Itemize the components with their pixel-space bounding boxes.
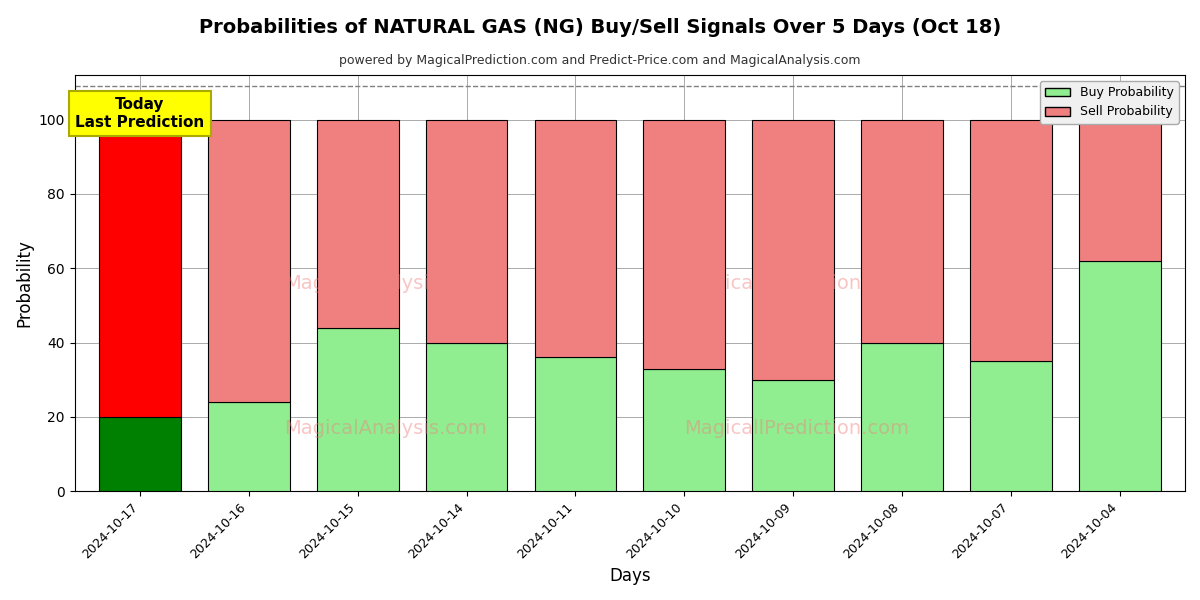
- Text: Probabilities of NATURAL GAS (NG) Buy/Sell Signals Over 5 Days (Oct 18): Probabilities of NATURAL GAS (NG) Buy/Se…: [199, 18, 1001, 37]
- Bar: [426, 343, 508, 491]
- X-axis label: Days: Days: [610, 567, 650, 585]
- Bar: [534, 358, 617, 491]
- Bar: [643, 119, 725, 368]
- Bar: [534, 119, 617, 358]
- Bar: [208, 119, 289, 402]
- Bar: [100, 417, 181, 491]
- Bar: [752, 119, 834, 380]
- Text: powered by MagicalPrediction.com and Predict-Price.com and MagicalAnalysis.com: powered by MagicalPrediction.com and Pre…: [340, 54, 860, 67]
- Bar: [752, 380, 834, 491]
- Bar: [643, 368, 725, 491]
- Bar: [317, 328, 398, 491]
- Bar: [862, 343, 943, 491]
- Bar: [862, 119, 943, 343]
- Bar: [1079, 261, 1160, 491]
- Bar: [1079, 119, 1160, 261]
- Legend: Buy Probability, Sell Probability: Buy Probability, Sell Probability: [1040, 81, 1178, 124]
- Text: MagicallPrediction.com: MagicallPrediction.com: [684, 419, 908, 439]
- Y-axis label: Probability: Probability: [16, 239, 34, 327]
- Text: MagicalAnalysis.com: MagicalAnalysis.com: [284, 274, 487, 293]
- Bar: [208, 402, 289, 491]
- Bar: [317, 119, 398, 328]
- Text: MagicallPrediction.com: MagicallPrediction.com: [684, 274, 908, 293]
- Bar: [426, 119, 508, 343]
- Bar: [970, 119, 1051, 361]
- Bar: [100, 119, 181, 417]
- Bar: [970, 361, 1051, 491]
- Text: Today
Last Prediction: Today Last Prediction: [76, 97, 204, 130]
- Text: MagicalAnalysis.com: MagicalAnalysis.com: [284, 419, 487, 439]
